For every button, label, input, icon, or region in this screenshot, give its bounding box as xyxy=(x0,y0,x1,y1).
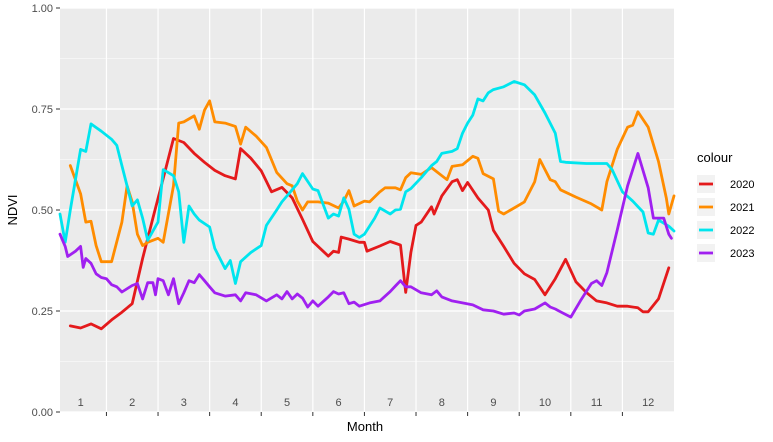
month-label: 2 xyxy=(129,397,135,409)
x-axis: 1 2 3 4 5 6 7 8 9 10 11 12 xyxy=(78,397,655,409)
series-line-2021 xyxy=(68,99,676,264)
y-axis: 0.00 0.25 0.50 0.75 1.00 xyxy=(32,3,60,419)
legend-items: 2020 2021 2022 2023 xyxy=(697,175,754,262)
month-label: 1 xyxy=(78,397,84,409)
legend-label-2020: 2020 xyxy=(730,179,754,191)
y-tick-label: 0.00 xyxy=(32,407,53,419)
series-line-2023 xyxy=(58,152,673,319)
legend: colour 2020 2021 2022 2023 xyxy=(697,150,754,262)
month-label: 12 xyxy=(642,397,654,409)
month-label: 8 xyxy=(439,397,445,409)
month-label: 7 xyxy=(387,397,393,409)
y-tick-label: 0.75 xyxy=(32,104,53,116)
month-label: 9 xyxy=(490,397,496,409)
legend-label-2021: 2021 xyxy=(730,202,754,214)
legend-title: colour xyxy=(697,150,733,165)
legend-label-2023: 2023 xyxy=(730,248,754,260)
series-line-2020 xyxy=(68,137,671,331)
series-line-2022 xyxy=(58,80,676,285)
legend-label-2022: 2022 xyxy=(730,225,754,237)
y-tick-label: 0.50 xyxy=(32,205,53,217)
month-label: 6 xyxy=(336,397,342,409)
y-tick-label: 0.25 xyxy=(32,306,53,318)
series-lines xyxy=(58,80,676,331)
x-axis-title: Month xyxy=(347,419,383,434)
month-label: 5 xyxy=(284,397,290,409)
month-label: 11 xyxy=(591,397,602,409)
x-tick-marks xyxy=(105,412,623,416)
month-label: 4 xyxy=(232,397,238,409)
y-tick-label: 1.00 xyxy=(32,3,53,15)
minor-gridlines xyxy=(60,58,674,362)
month-label: 3 xyxy=(181,397,187,409)
y-axis-title: NDVI xyxy=(5,194,20,225)
month-label: 10 xyxy=(539,397,551,409)
